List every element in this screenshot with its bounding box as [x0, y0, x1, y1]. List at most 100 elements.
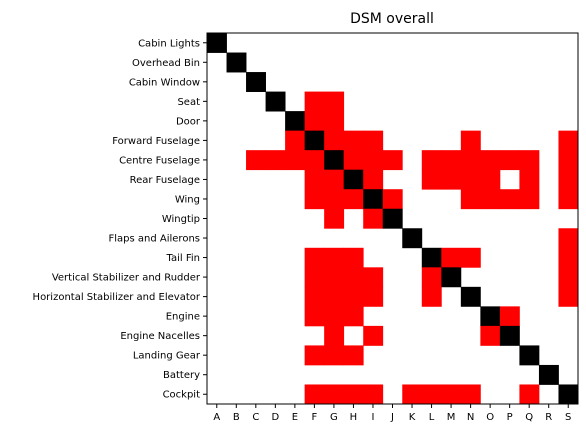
dependency-cell: [304, 150, 325, 171]
dependency-cell: [519, 384, 540, 405]
dependency-cell: [304, 111, 325, 132]
dependency-cell: [285, 150, 306, 171]
diagonal-cell: [558, 384, 579, 405]
dependency-cell: [324, 189, 345, 210]
chart-title: DSM overall: [350, 11, 434, 27]
dependency-cell: [480, 169, 501, 190]
diagonal-cell: [343, 169, 364, 190]
dependency-cell: [324, 208, 345, 229]
dependency-cell: [441, 150, 462, 171]
dependency-cell: [324, 286, 345, 307]
column-label: I: [371, 412, 374, 423]
dependency-cell: [324, 111, 345, 132]
dependency-cell: [304, 286, 325, 307]
dependency-cell: [558, 247, 579, 268]
matrix-cells: [207, 33, 579, 405]
column-label: S: [565, 412, 571, 423]
dependency-cell: [558, 228, 579, 249]
dependency-cell: [441, 247, 462, 268]
row-label: Engine Nacelles: [120, 331, 200, 342]
dependency-cell: [304, 306, 325, 327]
column-label: Q: [525, 412, 533, 423]
column-label: R: [545, 412, 552, 423]
diagonal-cell: [441, 267, 462, 288]
dependency-cell: [343, 130, 364, 151]
dependency-cell: [519, 150, 540, 171]
dependency-cell: [519, 189, 540, 210]
dependency-cell: [402, 384, 423, 405]
column-label: L: [429, 412, 435, 423]
dependency-cell: [324, 384, 345, 405]
diagonal-cell: [382, 208, 403, 229]
dependency-cell: [558, 150, 579, 171]
row-label: Cockpit: [163, 390, 201, 401]
dependency-cell: [343, 247, 364, 268]
dependency-cell: [324, 247, 345, 268]
dependency-cell: [343, 306, 364, 327]
dependency-cell: [363, 150, 384, 171]
dependency-cell: [304, 247, 325, 268]
diagonal-cell: [285, 111, 306, 132]
row-label: Cabin Window: [129, 77, 200, 88]
column-label: K: [409, 412, 416, 423]
column-label: M: [447, 412, 456, 423]
dependency-cell: [304, 384, 325, 405]
dependency-cell: [558, 169, 579, 190]
dependency-cell: [363, 130, 384, 151]
diagonal-cell: [246, 72, 266, 92]
dependency-cell: [304, 267, 325, 288]
column-label: H: [350, 412, 358, 423]
dependency-cell: [285, 130, 306, 151]
dependency-cell: [324, 169, 345, 190]
diagonal-cell: [480, 306, 501, 327]
column-label: O: [486, 412, 494, 423]
row-label: Forward Fuselage: [112, 136, 200, 147]
dependency-cell: [363, 384, 384, 405]
dependency-cell: [460, 384, 481, 405]
dependency-cell: [421, 267, 442, 288]
dependency-cell: [304, 91, 325, 112]
row-label: Rear Fuselage: [130, 175, 200, 186]
dependency-cell: [343, 286, 364, 307]
dependency-cell: [558, 267, 579, 288]
diagonal-cell: [421, 247, 442, 268]
dependency-cell: [558, 130, 579, 151]
row-label: Horizontal Stabilizer and Elevator: [33, 292, 201, 303]
column-label: A: [213, 412, 220, 423]
dependency-cell: [304, 169, 325, 190]
dependency-cell: [343, 384, 364, 405]
dependency-cell: [499, 150, 520, 171]
dependency-cell: [304, 345, 325, 366]
row-label: Wing: [175, 194, 200, 205]
diagonal-cell: [226, 52, 247, 73]
dependency-cell: [363, 286, 384, 307]
dependency-cell: [421, 286, 442, 307]
dependency-cell: [343, 150, 364, 171]
dependency-cell: [558, 189, 579, 210]
row-label: Wingtip: [162, 214, 200, 225]
row-label: Centre Fuselage: [119, 155, 200, 166]
diagonal-cell: [304, 130, 325, 151]
column-label: P: [507, 412, 513, 423]
dependency-cell: [421, 150, 442, 171]
dependency-cell: [324, 325, 345, 346]
row-label: Cabin Lights: [138, 38, 200, 49]
dependency-cell: [460, 169, 481, 190]
dependency-cell: [460, 150, 481, 171]
dependency-cell: [558, 286, 579, 307]
dependency-cell: [519, 169, 540, 190]
dependency-cell: [480, 189, 501, 210]
dependency-cell: [343, 189, 364, 210]
dependency-cell: [382, 150, 403, 171]
dependency-cell: [363, 169, 384, 190]
column-label: B: [233, 412, 240, 423]
dependency-cell: [480, 325, 501, 346]
dependency-cell: [499, 189, 520, 210]
row-label: Engine: [166, 312, 200, 323]
diagonal-cell: [324, 150, 345, 171]
column-label: F: [312, 412, 318, 423]
axis-ticks: [203, 42, 569, 408]
column-label: J: [390, 412, 394, 423]
row-label: Door: [176, 116, 201, 127]
